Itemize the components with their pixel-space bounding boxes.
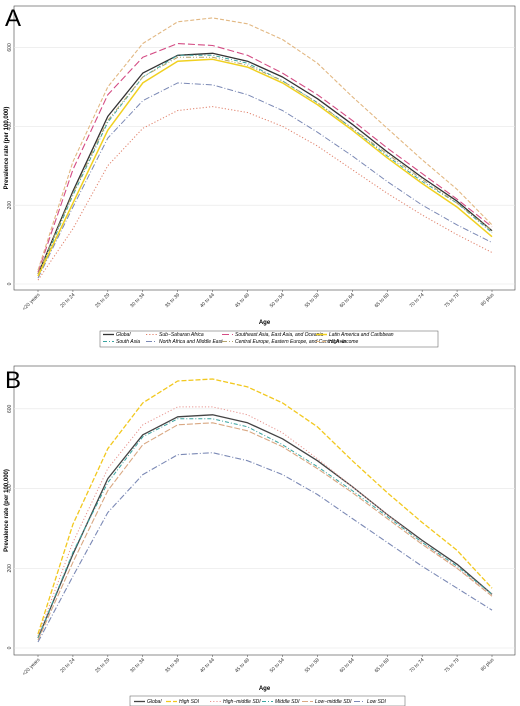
- x-tick-label: 20 to 24: [59, 657, 76, 674]
- legend-label: North Africa and Middle East: [159, 339, 223, 345]
- legend-label: High SDI: [179, 699, 200, 705]
- series-line-high-sdi: [37, 378, 493, 635]
- series-line-middle-sdi: [37, 418, 493, 639]
- x-tick-label: 30 to 34: [129, 292, 146, 309]
- x-tick-label: 75 to 79: [443, 292, 460, 309]
- x-tick-label: 20 to 24: [59, 292, 76, 309]
- x-tick-label: 55 to 59: [304, 657, 321, 674]
- legend-label: Global: [116, 332, 131, 338]
- chart-panel-b: 0 200 400 600 <20 years 20 to 24 25 to 29 30 to…: [4, 365, 516, 706]
- panel-letter: A: [5, 5, 21, 32]
- x-tick-label: 80 plus: [480, 292, 496, 308]
- legend-label: High−income: [329, 339, 359, 345]
- y-tick-label: 600: [7, 404, 13, 413]
- x-tick-label: 30 to 34: [129, 657, 146, 674]
- legend-label: Global: [147, 699, 162, 705]
- legend-label: Central Europe, Eastern Europe, and Cent…: [235, 339, 346, 345]
- series-line-southeast-asia-east-asia-and-oceania: [37, 42, 493, 273]
- series-line-sub-saharan-africa: [37, 106, 493, 281]
- series-line-south-asia: [37, 54, 493, 277]
- y-tick-label: 400: [7, 484, 13, 493]
- x-tick-label: 40 to 44: [199, 657, 216, 674]
- legend-box: [99, 330, 439, 348]
- plot-area: [13, 5, 516, 291]
- x-tick-label: 45 to 49: [234, 292, 251, 309]
- x-tick-label: 50 to 54: [269, 292, 286, 309]
- legend-label: Southeast Asia, East Asia, and Oceania: [235, 332, 324, 338]
- x-tick-label: 70 to 74: [409, 657, 426, 674]
- x-tick-label: 80 plus: [480, 657, 496, 673]
- series-line-global: [37, 414, 493, 639]
- legend-label: High−middle SDI: [223, 699, 261, 705]
- x-tick-label: <20 years: [22, 657, 42, 677]
- series-line-low-sdi: [37, 452, 493, 643]
- y-axis-title: Prevalence rate (per 100,000): [4, 469, 10, 552]
- legend-box: [129, 695, 406, 706]
- plot-area: [13, 365, 516, 656]
- x-tick-label: 25 to 29: [94, 657, 111, 674]
- y-tick-label: 200: [7, 201, 13, 210]
- x-tick-label: 60 to 64: [339, 292, 356, 309]
- series-line-high-income: [37, 17, 493, 271]
- legend-label: Middle SDI: [275, 699, 300, 705]
- x-tick-label: 35 to 39: [164, 292, 181, 309]
- x-tick-label: 55 to 59: [304, 292, 321, 309]
- series-line-central-europe-eastern-europe-and-central-asia: [37, 56, 493, 275]
- x-tick-label: 25 to 29: [94, 292, 111, 309]
- x-tick-label: 70 to 74: [409, 292, 426, 309]
- legend-label: South Asia: [116, 339, 140, 345]
- panel-letter: B: [5, 367, 21, 394]
- y-tick-label: 200: [7, 564, 13, 573]
- x-tick-label: 35 to 39: [164, 657, 181, 674]
- x-axis-title: Age: [259, 686, 271, 692]
- x-tick-label: 65 to 69: [374, 292, 391, 309]
- y-axis-title: Prevalence rate (per 100,000): [4, 107, 10, 190]
- legend-label: Sub−Saharan Africa: [159, 332, 204, 338]
- series-line-north-africa-and-middle-east: [37, 82, 493, 279]
- x-tick-label: 50 to 54: [269, 657, 286, 674]
- x-tick-label: 75 to 79: [443, 657, 460, 674]
- y-tick-label: 400: [7, 122, 13, 131]
- y-tick-label: 600: [7, 43, 13, 52]
- series-line-latin-america-and-caribbean: [37, 58, 493, 277]
- chart-panel-a: 0 200 400 600 <20 years 20 to 24 25 to 29 30 to…: [4, 5, 516, 348]
- legend-label: Low SDI: [367, 699, 387, 705]
- x-tick-label: 40 to 44: [199, 292, 216, 309]
- legend: Global High SDI High−middle SDI Middle SDI L…: [129, 695, 406, 706]
- series-line-low-middle-sdi: [37, 422, 493, 641]
- x-tick-label: 45 to 49: [234, 657, 251, 674]
- legend-label: Low−middle SDI: [315, 699, 352, 705]
- series-line-global: [37, 52, 493, 275]
- y-tick-label: 0: [7, 646, 13, 649]
- x-tick-label: 60 to 64: [339, 657, 356, 674]
- x-tick-label: 65 to 69: [374, 657, 391, 674]
- x-tick-label: <20 years: [22, 292, 42, 312]
- x-axis-title: Age: [259, 320, 271, 326]
- legend-label: Latin America and Caribbean: [329, 332, 394, 338]
- y-tick-label: 0: [7, 282, 13, 285]
